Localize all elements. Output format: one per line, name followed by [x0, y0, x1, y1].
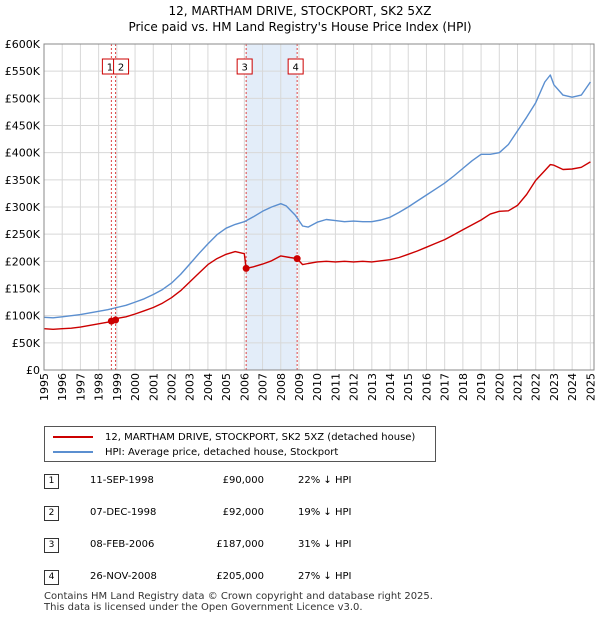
x-tick-label: 2008 — [275, 373, 288, 401]
transaction-point — [293, 255, 301, 263]
x-tick-label: 2018 — [457, 373, 470, 401]
x-tick-label: 2003 — [184, 373, 197, 401]
x-tick-label: 2014 — [384, 373, 397, 401]
table-row: 2 07-DEC-1998 £92,000 19% ↓ HPI — [44, 506, 444, 522]
x-tick-label: 1999 — [111, 373, 124, 401]
tx-date: 11-SEP-1998 — [90, 475, 154, 486]
tx-hpi: 27% ↓ HPI — [298, 571, 352, 582]
transaction-label: 3 — [236, 58, 253, 75]
y-tick-label: £600K — [5, 38, 41, 51]
x-tick-label: 2010 — [311, 373, 324, 401]
legend-item-property: 12, MARTHAM DRIVE, STOCKPORT, SK2 5XZ (d… — [53, 430, 415, 444]
tx-hpi: 22% ↓ HPI — [298, 475, 352, 486]
x-tick-label: 2019 — [475, 373, 488, 401]
tx-date: 26-NOV-2008 — [90, 571, 157, 582]
chart-subtitle: Price paid vs. HM Land Registry's House … — [128, 20, 472, 34]
x-tick-label: 2022 — [530, 373, 543, 401]
tx-number: 2 — [44, 506, 59, 521]
x-tick-label: 2013 — [366, 373, 379, 401]
transaction-label-box — [113, 58, 130, 75]
chart-legend: 12, MARTHAM DRIVE, STOCKPORT, SK2 5XZ (d… — [44, 426, 436, 462]
tx-price: £187,000 — [216, 539, 264, 550]
tx-price: £92,000 — [222, 507, 264, 518]
x-tick-label: 1998 — [93, 373, 106, 401]
x-tick-label: 1996 — [56, 373, 69, 401]
y-tick-label: £400K — [5, 147, 41, 160]
legend-swatch-property — [53, 436, 93, 438]
legend-label-hpi: HPI: Average price, detached house, Stoc… — [105, 446, 339, 458]
x-tick-label: 2004 — [202, 373, 215, 401]
y-tick-label: £100K — [5, 310, 41, 323]
y-tick-label: £0 — [26, 364, 40, 377]
y-tick-label: £550K — [5, 65, 41, 78]
x-tick-label: 1995 — [38, 373, 51, 401]
transaction-label: 4 — [287, 58, 304, 75]
legend-label-property: 12, MARTHAM DRIVE, STOCKPORT, SK2 5XZ (d… — [105, 431, 416, 443]
tx-number: 1 — [44, 474, 59, 489]
x-tick-label: 1997 — [74, 373, 87, 401]
plot-border — [43, 43, 595, 371]
chart-title-block: 12, MARTHAM DRIVE, STOCKPORT, SK2 5XZ Pr… — [0, 3, 600, 35]
tx-price: £205,000 — [216, 571, 264, 582]
x-tick-label: 2015 — [402, 373, 415, 401]
footer-licence: This data is licensed under the Open Gov… — [44, 602, 363, 613]
legend-swatch-hpi — [53, 451, 93, 453]
y-tick-label: £150K — [5, 283, 41, 296]
transaction-label-box — [287, 58, 304, 75]
y-tick-label: £200K — [5, 255, 41, 268]
x-tick-label: 2001 — [147, 373, 160, 401]
table-row: 3 08-FEB-2006 £187,000 31% ↓ HPI — [44, 538, 444, 554]
tx-number: 4 — [44, 570, 59, 585]
x-tick-label: 2012 — [348, 373, 361, 401]
x-tick-label: 2002 — [165, 373, 178, 401]
transaction-label-text: 4 — [292, 63, 298, 74]
table-row: 4 26-NOV-2008 £205,000 27% ↓ HPI — [44, 570, 444, 586]
tx-number: 3 — [44, 538, 59, 553]
price-chart: £0 £50K £100K £150K £200K £250K £300K £350K £400… — [5, 38, 598, 401]
y-tick-label: £300K — [5, 201, 41, 214]
transaction-label-box — [236, 58, 253, 75]
legend-item-hpi: HPI: Average price, detached house, Stoc… — [53, 445, 338, 459]
x-tick-label: 2016 — [420, 373, 433, 401]
x-tick-label: 2000 — [129, 373, 142, 401]
x-tick-label: 2009 — [293, 373, 306, 401]
footer: Contains HM Land Registry data © Crown c… — [44, 591, 433, 613]
footer-copyright: Contains HM Land Registry data © Crown c… — [44, 591, 433, 602]
tx-hpi: 19% ↓ HPI — [298, 507, 352, 518]
x-tick-label: 2007 — [257, 373, 270, 401]
property-price-line — [43, 161, 591, 330]
y-tick-label: £350K — [5, 174, 41, 187]
y-tick-label: £450K — [5, 120, 41, 133]
x-tick-label: 2025 — [584, 373, 597, 401]
transaction-label-text: 2 — [118, 63, 124, 74]
x-tick-label: 2023 — [548, 373, 561, 401]
transaction-label-text: 3 — [241, 63, 247, 74]
y-tick-label: £50K — [12, 337, 41, 350]
x-tick-label: 2011 — [329, 373, 342, 401]
tx-price: £90,000 — [222, 475, 264, 486]
x-tick-label: 2006 — [238, 373, 251, 401]
transaction-point — [112, 316, 120, 324]
tx-hpi: 31% ↓ HPI — [298, 539, 352, 550]
chart-title: 12, MARTHAM DRIVE, STOCKPORT, SK2 5XZ — [168, 4, 432, 18]
tx-date: 07-DEC-1998 — [90, 507, 157, 518]
y-tick-label: £500K — [5, 92, 41, 105]
x-tick-label: 2017 — [439, 373, 452, 401]
tx-date: 08-FEB-2006 — [90, 539, 155, 550]
transaction-point — [242, 264, 250, 272]
hpi-line — [43, 74, 591, 319]
x-tick-label: 2020 — [493, 373, 506, 401]
transaction-label-text: 1 — [107, 63, 113, 74]
y-tick-label: £250K — [5, 228, 41, 241]
x-tick-label: 2024 — [566, 373, 579, 401]
transaction-label: 2 — [113, 58, 130, 75]
x-tick-label: 2021 — [512, 373, 525, 401]
x-tick-label: 2005 — [220, 373, 233, 401]
table-row: 1 11-SEP-1998 £90,000 22% ↓ HPI — [44, 474, 444, 490]
